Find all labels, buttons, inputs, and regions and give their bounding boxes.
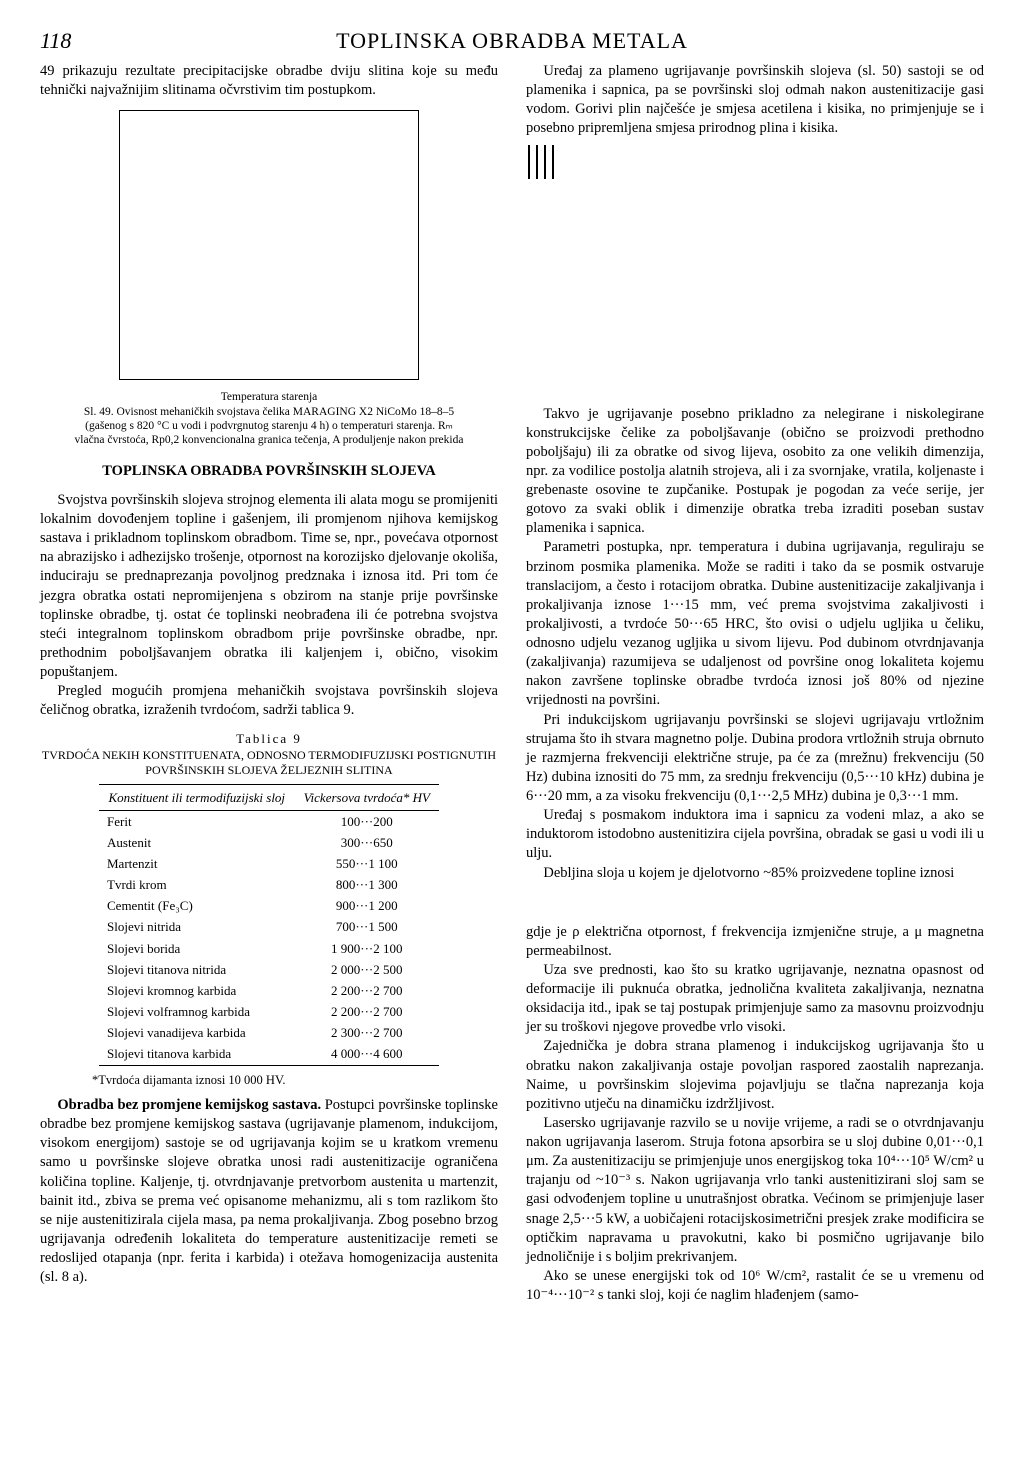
table-row-label: Austenit — [99, 832, 295, 853]
table-number: Tablica 9 — [40, 730, 498, 747]
table-row-value: 700···1 500 — [295, 916, 440, 937]
table-title: TVRDOĆA NEKIH KONSTITUENATA, ODNOSNO TER… — [40, 748, 498, 778]
table-row-value: 2 200···2 700 — [295, 1001, 440, 1022]
table-row-value: 4 000···4 600 — [295, 1043, 440, 1065]
table-row-value: 2 000···2 500 — [295, 959, 440, 980]
two-column-layout: 49 prikazuju rezultate precipitacijske o… — [40, 62, 984, 1305]
right-p4: Pri indukcijskom ugrijavanju površinski … — [526, 711, 984, 807]
table-row-value: 100···200 — [295, 810, 440, 832]
left-p2: Pregled mogućih promjena mehaničkih svoj… — [40, 682, 498, 720]
section-title: TOPLINSKA OBRADBA POVRŠINSKIH SLOJEVA — [40, 462, 498, 481]
table-row-label: Slojevi nitrida — [99, 916, 295, 937]
left-column: 49 prikazuju rezultate precipitacijske o… — [40, 62, 498, 1305]
table-row-label: Slojevi titanova nitrida — [99, 959, 295, 980]
right-p5: Uređaj s posmakom induktora ima i sapnic… — [526, 806, 984, 863]
table-footnote: *Tvrdoća dijamanta iznosi 10 000 HV. — [92, 1072, 498, 1089]
left-intro: 49 prikazuju rezultate precipitacijske o… — [40, 62, 498, 100]
right-p1: Uređaj za plameno ugrijavanje površinski… — [526, 62, 984, 139]
figure-50-space — [526, 185, 984, 405]
table-row-value: 2 300···2 700 — [295, 1022, 440, 1043]
fig-caption-line2: Sl. 49. Ovisnost mehaničkih svojstava če… — [70, 405, 468, 448]
table-row-label: Slojevi volframnog karbida — [99, 1001, 295, 1022]
figure-49-caption: Temperatura starenja Sl. 49. Ovisnost me… — [40, 390, 498, 448]
table-row-value: 900···1 200 — [295, 895, 440, 916]
right-p7: gdje je ρ električna otpornost, f frekve… — [526, 923, 984, 961]
table-row-label: Slojevi titanova karbida — [99, 1043, 295, 1065]
right-p2: Takvo je ugrijavanje posebno prikladno z… — [526, 405, 984, 539]
page-title: TOPLINSKA OBRADBA METALA — [40, 28, 984, 54]
right-p11: Ako se unese energijski tok od 10⁶ W/cm²… — [526, 1267, 984, 1305]
table-row-label: Ferit — [99, 810, 295, 832]
table-col1-header: Konstituent ili termodifuzijski sloj — [99, 784, 295, 810]
right-p10: Lasersko ugrijavanje razvilo se u novije… — [526, 1114, 984, 1267]
table-row-value: 2 200···2 700 — [295, 980, 440, 1001]
table-row-value: 300···650 — [295, 832, 440, 853]
formula-space — [526, 883, 984, 923]
table-row-label: Slojevi kromnog karbida — [99, 980, 295, 1001]
left-p3: Obradba bez promjene kemijskog sastava. … — [40, 1096, 498, 1287]
table-row-value: 550···1 100 — [295, 853, 440, 874]
left-p1: Svojstva površinskih slojeva strojnog el… — [40, 491, 498, 682]
right-column: Uređaj za plameno ugrijavanje površinski… — [526, 62, 984, 1305]
left-p3-head: Obradba bez promjene kemijskog sastava. — [57, 1097, 321, 1113]
table-row-value: 1 900···2 100 — [295, 938, 440, 959]
table-row-label: Slojevi borida — [99, 938, 295, 959]
table-col2-header: Vickersova tvrdoća* HV — [295, 784, 440, 810]
figure-49-placeholder — [119, 110, 419, 380]
fig-caption-line1: Temperatura starenja — [70, 390, 468, 404]
table-row-value: 800···1 300 — [295, 874, 440, 895]
hardness-table: Konstituent ili termodifuzijski sloj Vic… — [99, 784, 439, 1066]
table-row-label: Slojevi vanadijeva karbida — [99, 1022, 295, 1043]
table-row-label: Martenzit — [99, 853, 295, 874]
left-p3-body: Postupci površinske toplinske obradbe be… — [40, 1097, 498, 1285]
page-header: 118 TOPLINSKA OBRADBA METALA — [40, 28, 984, 54]
right-p6: Debljina sloja u kojem je djelotvorno ~8… — [526, 864, 984, 883]
right-p9: Zajednička je dobra strana plamenog i in… — [526, 1037, 984, 1114]
nozzle-icon — [528, 145, 984, 185]
right-p8: Uza sve prednosti, kao što su kratko ugr… — [526, 961, 984, 1038]
right-p3: Parametri postupka, npr. temperatura i d… — [526, 538, 984, 710]
table-row-label: Cementit (Fe₃C) — [99, 895, 295, 916]
table-row-label: Tvrdi krom — [99, 874, 295, 895]
